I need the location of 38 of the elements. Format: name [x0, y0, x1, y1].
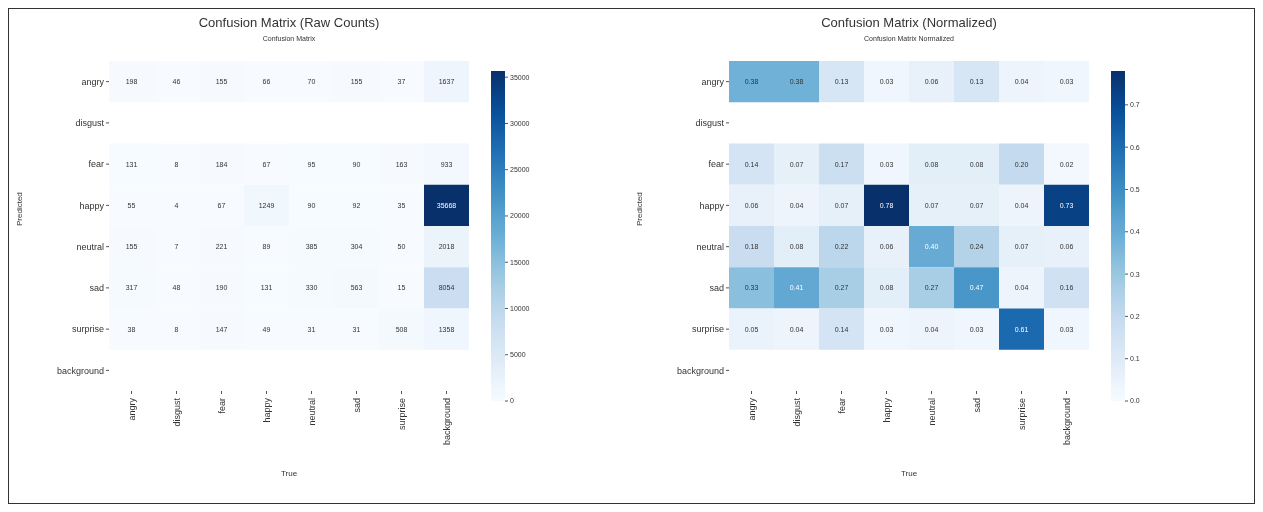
- x-axis-title: True: [900, 469, 918, 478]
- x-tick-label: happy: [881, 397, 892, 423]
- x-tick-label: disgust: [791, 397, 802, 427]
- chart-title: Confusion Matrix (Normalized): [820, 15, 998, 30]
- y-tick-label: fear: [708, 159, 724, 170]
- x-tick-label: fear: [836, 398, 847, 414]
- x-tick-label: sad: [351, 398, 362, 413]
- y-tick-label: fear: [88, 159, 104, 170]
- y-axis-title: Predicted: [14, 192, 24, 226]
- x-tick-label: angry: [746, 397, 757, 421]
- y-tick-label: neutral: [76, 241, 104, 252]
- x-tick-label: neutral: [926, 398, 937, 426]
- x-axis-title: True: [280, 469, 298, 478]
- y-tick-label: happy: [79, 200, 105, 211]
- y-tick-label: surprise: [691, 324, 724, 335]
- x-tick-label: background: [1061, 398, 1072, 446]
- x-tick-label: happy: [261, 397, 272, 423]
- x-tick-label: disgust: [171, 397, 182, 427]
- y-axis-title: Predicted: [634, 192, 644, 226]
- x-tick-label: angry: [126, 397, 137, 421]
- y-tick-label: surprise: [71, 324, 104, 335]
- x-tick-label: fear: [216, 398, 227, 414]
- y-tick-label: happy: [699, 200, 725, 211]
- x-tick-label: background: [441, 398, 452, 446]
- y-tick-label: background: [676, 365, 724, 376]
- x-tick-label: sad: [971, 398, 982, 413]
- y-tick-label: sad: [89, 283, 104, 294]
- y-tick-label: neutral: [696, 241, 724, 252]
- y-tick-label: disgust: [695, 118, 725, 129]
- y-tick-label: angry: [701, 76, 725, 87]
- x-tick-label: surprise: [1016, 398, 1027, 431]
- y-tick-label: background: [56, 365, 104, 376]
- y-tick-label: disgust: [75, 118, 105, 129]
- x-tick-label: surprise: [396, 398, 407, 431]
- chart-title: Confusion Matrix (Raw Counts): [197, 15, 381, 30]
- y-tick-label: sad: [709, 283, 724, 294]
- x-tick-label: neutral: [306, 398, 317, 426]
- y-tick-label: angry: [81, 76, 105, 87]
